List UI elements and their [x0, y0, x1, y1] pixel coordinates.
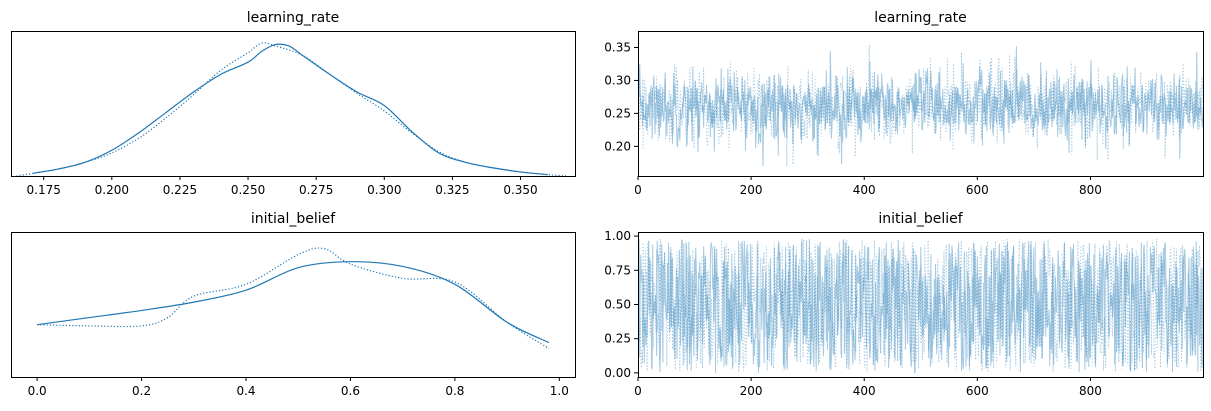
y-tick-label: 0.75 — [604, 263, 631, 277]
y-tick-label: 0.50 — [604, 298, 631, 312]
y-tick-label: 1.00 — [604, 229, 631, 243]
y-tick-label: 0.20 — [604, 139, 631, 153]
y-tick-label: 0.00 — [604, 366, 631, 380]
x-tick-label: 0.6 — [341, 384, 360, 398]
x-tick-label: 0.250 — [231, 183, 265, 197]
panel-title: initial_belief — [251, 211, 336, 227]
x-tick-label: 400 — [853, 183, 876, 197]
axes-frame — [11, 31, 576, 177]
x-tick-label: 0.350 — [503, 183, 537, 197]
chain-2-line — [638, 44, 1203, 167]
trace-learning-rate: learning_rate 0 200 400 600 800 0.20 0.25 0.30 0… — [604, 10, 1204, 197]
x-tick-label: 0.2 — [132, 384, 151, 398]
x-tick-label: 1.0 — [550, 384, 569, 398]
chain-1-line — [638, 238, 1203, 374]
y-tick-label: 0.25 — [604, 106, 631, 120]
trace-initial-belief: initial_belief 0 200 400 600 800 0.00 0.25 0.50… — [604, 211, 1204, 398]
chain-2-line — [37, 247, 550, 349]
y-tick-label: 0.30 — [604, 73, 631, 87]
x-tick-label: 0.225 — [163, 183, 197, 197]
panel-title: initial_belief — [878, 211, 963, 227]
chain-1-line — [37, 261, 550, 344]
series-group — [638, 44, 1203, 167]
chain-1-line — [638, 46, 1203, 167]
posterior-density-learning-rate: learning_rate 0.175 0.200 0.225 0.250 0.275 0… — [11, 10, 576, 197]
x-tick-label: 0.300 — [367, 183, 401, 197]
axes-frame — [638, 31, 1204, 177]
x-tick-label: 0 — [634, 183, 642, 197]
chain-2-line — [16, 42, 567, 176]
series-group — [16, 42, 567, 176]
x-tick-label: 0.0 — [28, 384, 47, 398]
y-tick-label: 0.25 — [604, 332, 631, 346]
x-tick-label: 200 — [740, 183, 763, 197]
x-tick-label: 0.175 — [27, 183, 61, 197]
panel-title: learning_rate — [247, 10, 340, 26]
panel-title: learning_rate — [874, 10, 967, 26]
x-tick-label: 600 — [966, 384, 989, 398]
x-tick-label: 0.8 — [445, 384, 464, 398]
posterior-density-initial-belief: initial_belief 0.0 0.2 0.4 0.6 0.8 1.0 — [11, 211, 576, 398]
x-tick-label: 400 — [853, 384, 876, 398]
x-tick-label: 200 — [740, 384, 763, 398]
x-tick-label: 0.275 — [299, 183, 333, 197]
x-tick-label: 0 — [634, 384, 642, 398]
series-group — [638, 238, 1203, 374]
axes-frame — [11, 232, 576, 378]
x-tick-label: 0.200 — [95, 183, 129, 197]
x-tick-label: 800 — [1079, 384, 1102, 398]
y-tick-label: 0.35 — [604, 40, 631, 54]
x-tick-label: 0.4 — [236, 384, 255, 398]
series-group — [37, 247, 550, 349]
x-tick-label: 800 — [1079, 183, 1102, 197]
x-tick-label: 600 — [966, 183, 989, 197]
x-tick-label: 0.325 — [435, 183, 469, 197]
axes-frame — [638, 232, 1204, 378]
chain-1-line — [32, 43, 548, 176]
chain-2-line — [638, 238, 1203, 373]
